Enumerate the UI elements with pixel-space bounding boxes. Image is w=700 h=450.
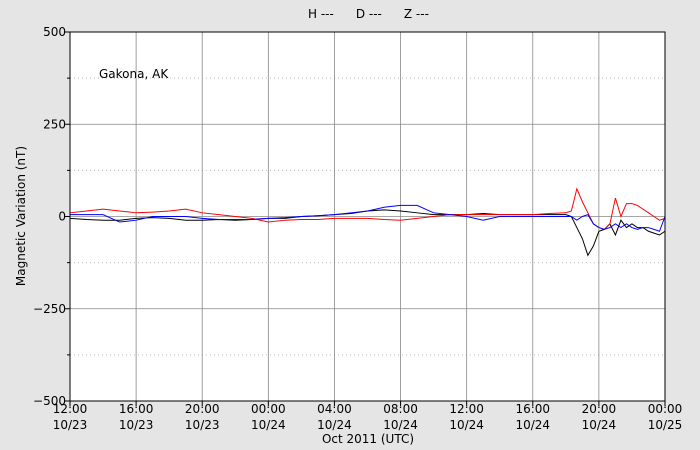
annotation: Gakona, AK [99,67,169,81]
x-tick-label: 00:00 10/24 [251,402,286,432]
legend-entry: D --- [356,7,382,21]
x-tick-label: 04:00 10/24 [317,402,352,432]
x-tick-label: 20:00 10/24 [582,402,617,432]
x-tick-label: 00:00 10/25 [648,402,683,432]
x-tick-label: 20:00 10/23 [185,402,220,432]
x-tick-label: 16:00 10/23 [119,402,154,432]
legend-entry: Z --- [404,7,429,21]
x-tick-label: 16:00 10/24 [515,402,550,432]
x-axis-label: Oct 2011 (UTC) [322,432,414,446]
y-tick-label: 250 [43,117,66,131]
x-tick-label: 12:00 10/24 [449,402,484,432]
y-tick-label: −500 [33,394,66,408]
legend-entry: H --- [308,7,334,21]
series-line [70,204,666,232]
x-tick-label: 08:00 10/24 [383,402,418,432]
y-tick-label: 500 [43,25,66,39]
y-tick-label: −250 [33,302,66,316]
y-tick-label: 0 [58,210,66,224]
x-tick-label: 12:00 10/23 [53,402,88,432]
y-axis-label: Magnetic Variation (nT) [14,146,28,286]
series-line [69,187,666,230]
